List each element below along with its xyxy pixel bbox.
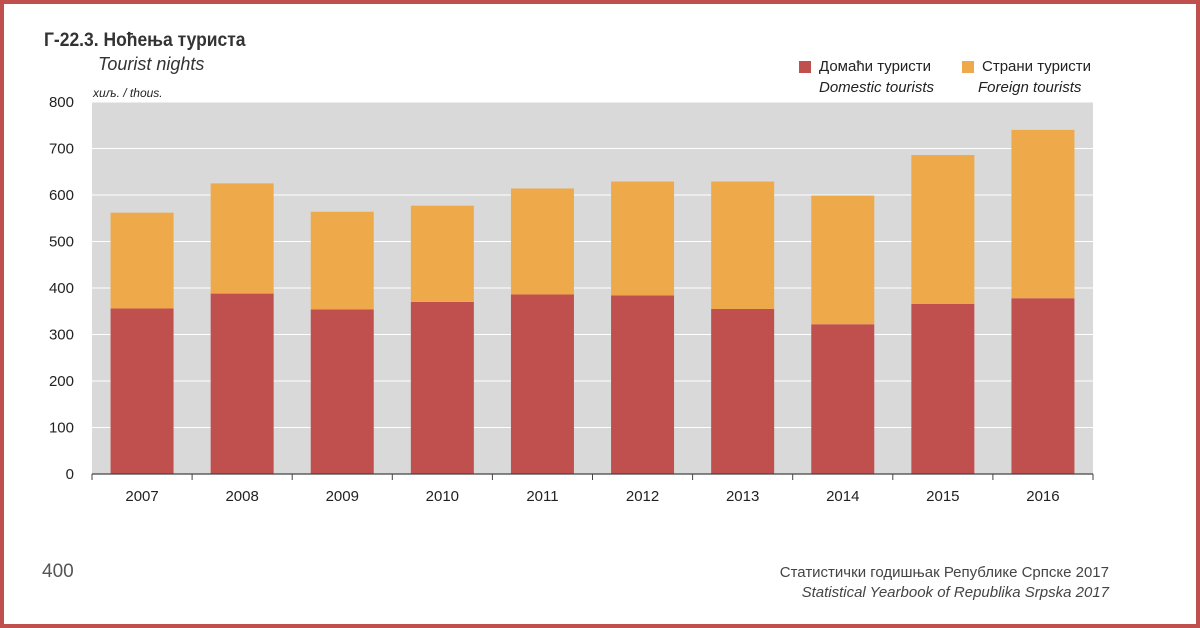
legend-label-domestic: Домаћи туристи (819, 58, 932, 75)
bar-domestic (1011, 298, 1075, 474)
bar-domestic (911, 303, 975, 474)
chart-title: Г-22.3. Ноћења туриста (44, 30, 246, 51)
bar-foreign (110, 212, 174, 309)
source-label-en: Statistical Yearbook of Republika Srpska… (801, 584, 1109, 601)
legend-swatch-domestic (799, 61, 811, 73)
x-tick-label: 2008 (225, 488, 258, 505)
y-tick-label: 200 (49, 373, 74, 390)
bar-domestic (310, 309, 374, 474)
y-tick-label: 0 (66, 466, 74, 483)
y-tick-label: 400 (49, 280, 74, 297)
source-label: Статистички годишњак Републике Српске 20… (779, 564, 1109, 581)
bar-domestic (410, 301, 474, 474)
bar-foreign (611, 181, 675, 296)
unit-label: хиљ. / thous. (93, 86, 163, 100)
y-tick-label: 100 (49, 420, 74, 437)
x-tick-label: 2015 (926, 488, 959, 505)
bar-foreign (811, 195, 875, 325)
legend-label-foreign: Страни туристи (982, 58, 1092, 75)
y-tick-label: 600 (49, 187, 74, 204)
y-tick-label: 700 (49, 141, 74, 158)
bar-foreign (310, 211, 374, 310)
chart-subtitle: Tourist nights (98, 54, 205, 74)
bar-foreign (410, 205, 474, 302)
x-tick-label: 2011 (526, 488, 558, 505)
x-tick-label: 2009 (326, 488, 359, 505)
bar-domestic (210, 293, 274, 474)
bar-foreign (1011, 129, 1075, 299)
bar-foreign (510, 188, 574, 295)
x-tick-label: 2014 (826, 488, 859, 505)
bar-domestic (811, 324, 875, 474)
x-tick-label: 2016 (1026, 488, 1059, 505)
bar-foreign (711, 181, 775, 309)
y-tick-label: 300 (49, 327, 74, 344)
legend-swatch-foreign (962, 61, 974, 73)
bar-domestic (510, 294, 574, 474)
page-number: 400 (42, 561, 74, 582)
legend-label-foreign-en: Foreign tourists (978, 79, 1082, 96)
bar-domestic (611, 295, 675, 474)
x-tick-label: 2010 (426, 488, 459, 505)
x-tick-label: 2007 (125, 488, 158, 505)
bar-domestic (110, 308, 174, 474)
legend-label-domestic-en: Domestic tourists (819, 79, 935, 96)
bar-domestic (711, 308, 775, 474)
bar-foreign (911, 155, 975, 304)
bar-foreign (210, 183, 274, 294)
y-tick-label: 500 (49, 234, 74, 251)
x-tick-label: 2013 (726, 488, 759, 505)
y-tick-label: 800 (49, 94, 74, 111)
x-tick-label: 2012 (626, 488, 659, 505)
